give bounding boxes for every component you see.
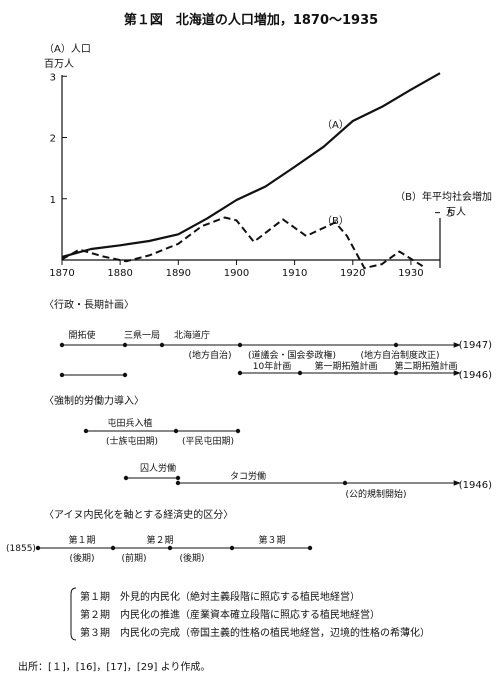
label-public-regulation: (公的規制開始) (345, 488, 406, 500)
chart-title: 第１図 北海道の人口増加，1870～1935 (124, 12, 378, 28)
tako-dot (175, 480, 181, 486)
note-period2: 第２期 内民化の推進（産業資本確立段階に照応する植民地経営） (80, 608, 380, 621)
plan-dot (393, 370, 399, 376)
x-tick-label: 1920 (340, 268, 365, 279)
tondenhei-dot (235, 428, 241, 434)
admin-end-1946: (1946) (459, 370, 492, 381)
label-commoner-period: (平民屯田期) (182, 435, 234, 447)
series-b-label: （B） (322, 215, 349, 227)
label-samurai-period: (士族屯田期) (106, 435, 158, 447)
y-tick-label: 2 (50, 134, 56, 145)
admin-dot (122, 342, 128, 348)
label-period2: 第２期 (146, 534, 173, 546)
ainu-dot (307, 545, 313, 551)
short-dot (59, 372, 65, 378)
timeline-admin: 〈行政・長期計画〉 開拓使 三県一局 北海道庁 (地方自治) (道議会・国会参政… (44, 298, 492, 381)
label-convict-labor: 囚人労働 (140, 462, 176, 474)
plan-dot (237, 370, 243, 376)
label-period1-late: (後期) (69, 552, 94, 564)
admin-dot (393, 342, 399, 348)
right-tick-label: 5 (447, 209, 453, 220)
label-tondenhei: 屯田兵入植 (107, 417, 152, 429)
x-tick-label: 1890 (166, 268, 191, 279)
period-notes: 第１期 外見的内民化（絶対主義段階に照応する植民地経営） 第２期 内民化の推進（… (70, 587, 430, 641)
x-tick-label: 1880 (107, 268, 132, 279)
left-axis-label: （A）人口 (44, 43, 91, 55)
left-axis-unit: 百万人 (44, 58, 74, 70)
right-axis-label: （B）年平均社会増加 (395, 190, 492, 203)
series-a-line (61, 72, 441, 258)
label-local-reform: (地方自治制度改正) (360, 349, 439, 361)
convict-dot (123, 475, 129, 481)
note-period3: 第３期 内民化の完成（帝国主義的性格の植民地経営，辺境的性格の希薄化） (80, 626, 430, 639)
tako-dot (342, 480, 348, 486)
series-b-line (61, 216, 424, 270)
label-hokkaido-cho: 北海道庁 (174, 329, 210, 341)
label-local-autonomy: (地方自治) (188, 349, 231, 361)
x-tick-label: 1870 (49, 268, 74, 279)
label-period2-late: (後期) (179, 552, 204, 564)
series-a-label: （A） (322, 119, 349, 131)
label-sanken-ikkyoku: 三県一局 (124, 330, 160, 341)
section-title-admin: 〈行政・長期計画〉 (44, 298, 134, 311)
x-tick-label: 1930 (398, 268, 423, 279)
ainu-dot (35, 545, 41, 551)
y-tick-label: 3 (50, 72, 56, 83)
label-first-plan: 第一期拓殖計画 (314, 360, 377, 372)
tondenhei-dot (83, 428, 89, 434)
ainu-dot (167, 545, 173, 551)
population-chart: （A）人口 百万人 （B）年平均社会増加 万人 1870 1880 1890 1900… (44, 43, 492, 279)
label-period2-early: (前期) (121, 552, 146, 564)
x-tick-label: 1910 (282, 268, 307, 279)
timeline-labor: 〈強制的労働力導入〉 屯田兵入植 (士族屯田期) (平民屯田期) 囚人労働 タコ… (44, 394, 492, 500)
timeline-ainu: 〈アイヌ内民化を軸とする経済史的区分〉 (1855) 第１期 (後期) 第２期 … (6, 508, 313, 564)
label-second-plan: 第二期拓殖計画 (394, 360, 457, 372)
plan-dot (297, 370, 303, 376)
ainu-start-1855: (1855) (6, 544, 36, 554)
admin-end-1947: (1947) (459, 340, 492, 351)
labor-end-1946: (1946) (459, 480, 492, 491)
x-tick-label: 1900 (224, 268, 249, 279)
ainu-dot (229, 545, 235, 551)
section-title-ainu: 〈アイヌ内民化を軸とする経済史的区分〉 (44, 508, 233, 521)
section-title-labor: 〈強制的労働力導入〉 (44, 394, 144, 407)
label-kaitakushi: 開拓使 (68, 329, 95, 341)
tondenhei-dot (173, 428, 179, 434)
y-tick-label: 1 (50, 195, 56, 206)
notes-bracket (70, 587, 77, 641)
admin-dot (237, 342, 243, 348)
label-period1: 第１期 (68, 534, 95, 546)
source-note: 出所：[１]，[16]，[17]，[29] より作成。 (18, 660, 210, 673)
label-10yr-plan: 10年計画 (253, 360, 291, 372)
convict-dot (175, 475, 181, 481)
label-period3: 第３期 (258, 534, 285, 546)
label-tako-labor: タコ労働 (230, 470, 266, 482)
label-assembly-suffrage: (道議会・国会参政権) (248, 349, 336, 361)
right-axis-unit: 万人 (446, 206, 466, 218)
ainu-dot (110, 545, 116, 551)
admin-dot (159, 342, 165, 348)
admin-dot (59, 342, 65, 348)
note-period1: 第１期 外見的内民化（絶対主義段階に照応する植民地経営） (80, 590, 360, 603)
short-dot (122, 372, 128, 378)
